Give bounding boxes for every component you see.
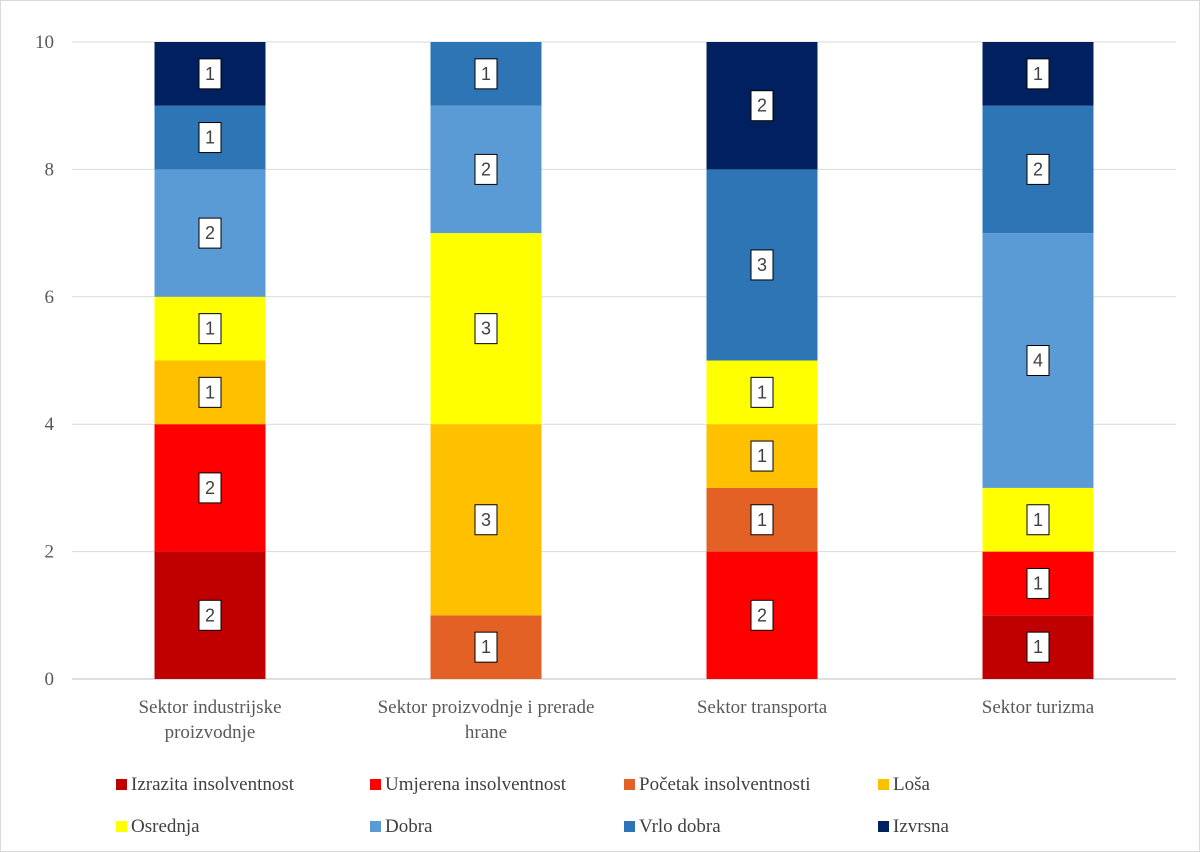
x-category-label: hrane bbox=[465, 722, 507, 743]
legend-label: Dobra bbox=[385, 816, 433, 837]
data-label-box bbox=[198, 217, 222, 249]
legend-swatch bbox=[370, 821, 381, 832]
data-label-box bbox=[198, 599, 222, 631]
data-label-box bbox=[1026, 153, 1050, 185]
data-label: 3 bbox=[481, 319, 491, 339]
data-label: 2 bbox=[757, 96, 767, 116]
data-label: 1 bbox=[205, 64, 215, 84]
data-label: 3 bbox=[757, 255, 767, 275]
data-label: 1 bbox=[205, 128, 215, 148]
data-label-box bbox=[474, 153, 498, 185]
data-label-box bbox=[198, 122, 222, 154]
data-label: 1 bbox=[481, 637, 491, 657]
data-label: 2 bbox=[205, 478, 215, 498]
data-labels: 2 2 1 1 2 1 1 1 3 3 2 1 2 1 1 1 3 2 1 1 1 4 2 1 bbox=[198, 58, 1050, 663]
legend-swatch bbox=[116, 821, 127, 832]
legend-swatch bbox=[624, 821, 635, 832]
data-label-box bbox=[1026, 567, 1050, 599]
x-category-label: Sektor industrijske bbox=[138, 697, 281, 718]
data-label-box bbox=[474, 504, 498, 536]
data-label-box bbox=[1026, 504, 1050, 536]
legend-label: Osrednja bbox=[131, 816, 200, 837]
data-label: 3 bbox=[481, 510, 491, 530]
legend-swatch bbox=[370, 779, 381, 790]
data-label: 1 bbox=[481, 64, 491, 84]
data-label-box bbox=[750, 504, 774, 536]
legend-label: Izrazita insolventnost bbox=[131, 774, 295, 795]
legend-label: Vrlo dobra bbox=[639, 816, 721, 837]
x-category-label: Sektor turizma bbox=[982, 697, 1095, 718]
data-label-box bbox=[750, 249, 774, 281]
data-label-box bbox=[750, 599, 774, 631]
legend-swatch bbox=[116, 779, 127, 790]
data-label-box bbox=[474, 313, 498, 345]
data-label: 4 bbox=[1033, 351, 1043, 371]
data-label-box bbox=[198, 58, 222, 90]
legend-label: Izvrsna bbox=[893, 816, 949, 837]
legend-swatch bbox=[878, 779, 889, 790]
x-category-label: Sektor transporta bbox=[697, 697, 828, 718]
data-label: 1 bbox=[1033, 64, 1043, 84]
x-category-label: proizvodnje bbox=[165, 722, 256, 743]
data-label: 1 bbox=[757, 382, 767, 402]
y-tick-label: 4 bbox=[45, 414, 55, 435]
data-label-box bbox=[1026, 345, 1050, 376]
data-label-box bbox=[474, 631, 498, 663]
data-label-box bbox=[474, 58, 498, 90]
legend-label: Početak insolventnosti bbox=[639, 774, 811, 795]
legend-label: Loša bbox=[893, 774, 931, 795]
legend-swatch bbox=[878, 821, 889, 832]
data-label-box bbox=[750, 376, 774, 408]
data-label-box bbox=[198, 472, 222, 504]
y-tick-label: 0 bbox=[45, 669, 55, 690]
data-label-box bbox=[198, 376, 222, 408]
legend-label: Umjerena insolventnost bbox=[385, 774, 567, 795]
data-label: 1 bbox=[1033, 573, 1043, 593]
legend-swatch bbox=[624, 779, 635, 790]
legend: Izrazita insolventnost Umjerena insolvent… bbox=[116, 774, 949, 837]
data-label: 2 bbox=[205, 223, 215, 243]
data-label: 1 bbox=[757, 510, 767, 530]
data-label: 2 bbox=[481, 159, 491, 179]
data-label: 2 bbox=[205, 605, 215, 625]
y-tick-label: 6 bbox=[45, 287, 55, 308]
axes: 0 2 4 6 8 10 Sektor industrijske proizvodnje Sek… bbox=[35, 32, 1095, 743]
x-category-label: Sektor proizvodnje i prerade bbox=[378, 697, 595, 718]
data-label-box bbox=[1026, 58, 1050, 90]
data-label-box bbox=[198, 313, 222, 345]
data-label-box bbox=[750, 440, 774, 472]
data-label: 1 bbox=[1033, 510, 1043, 530]
data-label: 1 bbox=[205, 319, 215, 339]
y-tick-label: 2 bbox=[45, 542, 55, 563]
data-label: 1 bbox=[205, 382, 215, 402]
data-label: 2 bbox=[1033, 159, 1043, 179]
data-label: 1 bbox=[757, 446, 767, 466]
data-label: 2 bbox=[757, 605, 767, 625]
y-tick-label: 8 bbox=[45, 159, 55, 180]
data-label-box bbox=[750, 90, 774, 122]
data-label-box bbox=[1026, 631, 1050, 663]
data-label: 1 bbox=[1033, 637, 1043, 657]
y-tick-label: 10 bbox=[35, 32, 54, 53]
